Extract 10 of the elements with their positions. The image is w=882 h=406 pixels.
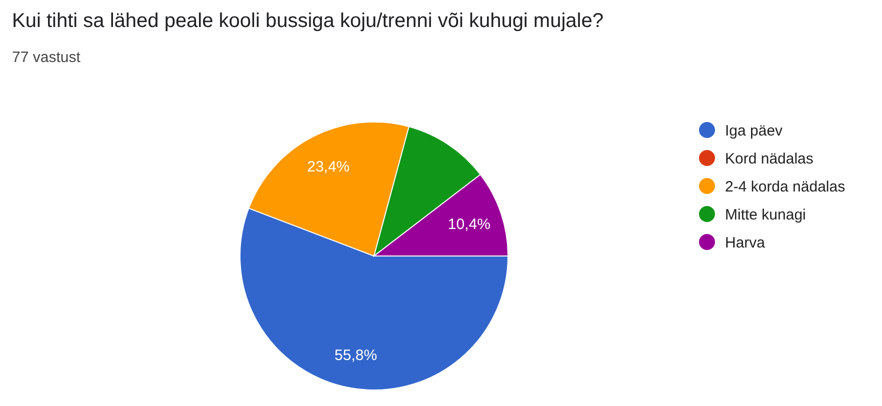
legend-label: 2-4 korda nädalas bbox=[725, 178, 846, 196]
chart-title: Kui tihti sa lähed peale kooli bussiga koju/trenni või kuhugi mujale? bbox=[12, 10, 604, 32]
legend-label: Mitte kunagi bbox=[725, 206, 806, 224]
legend-label: Kord nädalas bbox=[725, 150, 814, 168]
text: 77 vastust bbox=[12, 49, 82, 66]
data-label: 10,4% bbox=[448, 216, 490, 233]
data-label: 23,4% bbox=[307, 158, 350, 176]
legend-label: Iga päev bbox=[725, 122, 784, 140]
legend-label: Harva bbox=[725, 234, 766, 252]
data-label: 55,8% bbox=[334, 347, 378, 364]
